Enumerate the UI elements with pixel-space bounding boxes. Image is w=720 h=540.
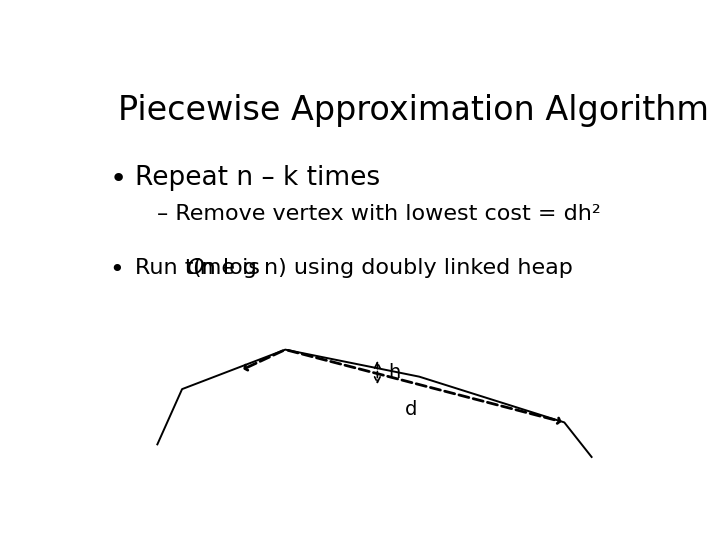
Text: •: • [109, 165, 127, 193]
Text: Piecewise Approximation Algorithm: Piecewise Approximation Algorithm [118, 94, 709, 127]
Text: Run time is: Run time is [135, 258, 267, 278]
Text: O: O [186, 258, 204, 278]
Text: •: • [109, 258, 125, 282]
Text: h: h [389, 363, 401, 382]
Text: (n log n) using doubly linked heap: (n log n) using doubly linked heap [193, 258, 572, 278]
Text: Repeat n – k times: Repeat n – k times [135, 165, 379, 191]
Text: d: d [405, 400, 417, 419]
Text: – Remove vertex with lowest cost = dh²: – Remove vertex with lowest cost = dh² [157, 204, 600, 224]
